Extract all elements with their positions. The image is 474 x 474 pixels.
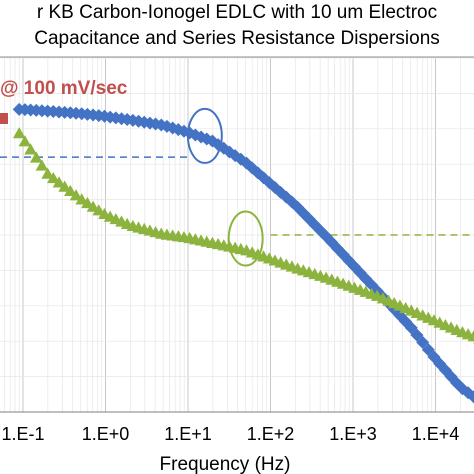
data-series xyxy=(12,102,474,404)
chart-title: r KB Carbon-Ionogel EDLC with 10 um Elec… xyxy=(34,2,440,49)
data-point-triangle xyxy=(35,159,49,171)
x-tick-label: 1.E+2 xyxy=(247,424,295,444)
data-point-triangle xyxy=(47,171,60,184)
data-point-triangle xyxy=(12,127,26,139)
x-tick-labels: 1.E-1 1.E+0 1.E+1 1.E+2 1.E+3 1.E+4 xyxy=(1,424,459,444)
data-point-triangle xyxy=(41,167,54,179)
title-line-1: r KB Carbon-Ionogel EDLC with 10 um Elec… xyxy=(37,2,437,23)
x-axis-label: Frequency (Hz) xyxy=(160,454,291,474)
data-point-triangle xyxy=(69,189,83,201)
x-tick-label: 1.E+4 xyxy=(412,424,460,444)
data-point-diamond xyxy=(467,390,474,404)
x-tick-label: 1.E-1 xyxy=(1,424,44,444)
reference-lines xyxy=(0,156,474,236)
data-point-triangle xyxy=(52,176,66,188)
legend-marker xyxy=(0,113,8,124)
data-point-diamond xyxy=(120,113,134,127)
data-point-triangle xyxy=(18,135,32,147)
highlight-ellipses xyxy=(186,107,264,267)
x-tick-label: 1.E+1 xyxy=(164,424,212,444)
title-line-2: Capacitance and Series Resistance Disper… xyxy=(34,28,440,49)
highlight-ellipse xyxy=(227,210,264,267)
data-point-triangle xyxy=(467,330,474,342)
x-tick-label: 1.E+3 xyxy=(329,424,377,444)
data-point-triangle xyxy=(29,151,43,163)
data-point-triangle xyxy=(24,143,37,155)
scan-rate-annotation: @ 100 mV/sec xyxy=(0,78,128,99)
highlight-ellipse xyxy=(186,107,223,164)
data-point-triangle xyxy=(64,184,77,197)
series-diamond xyxy=(12,102,474,404)
x-tick-label: 1.E+0 xyxy=(82,424,130,444)
data-point-triangle xyxy=(58,180,71,192)
series-triangle xyxy=(12,127,474,344)
